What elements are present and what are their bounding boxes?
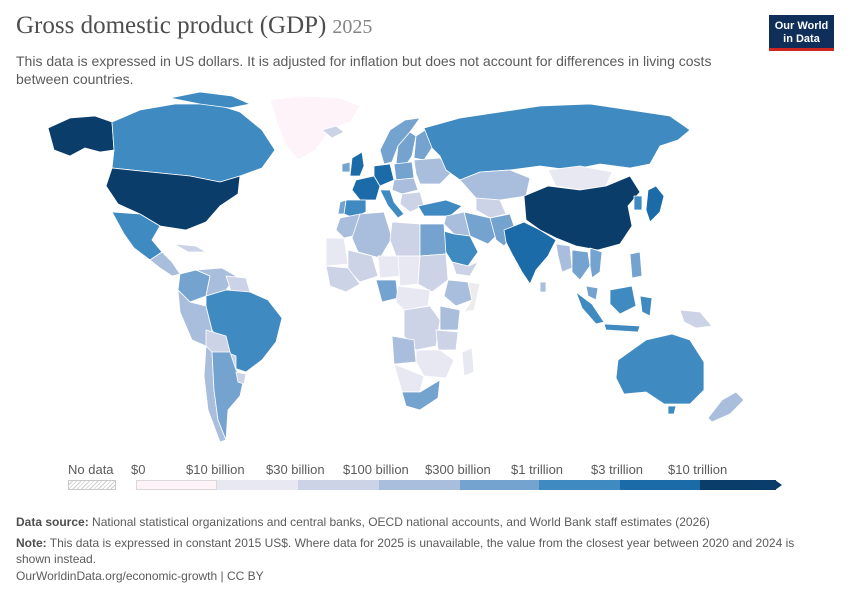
- country-cuba[interactable]: [173, 243, 207, 253]
- country-central-asia[interactable]: [475, 197, 507, 219]
- country-central-europe[interactable]: [391, 177, 419, 195]
- country-yemen[interactable]: [451, 261, 479, 277]
- country-thailand[interactable]: [571, 249, 591, 281]
- legend-swatch-4[interactable]: [460, 480, 539, 490]
- chart-title: Gross domestic product (GDP): [16, 12, 327, 39]
- country-united-kingdom[interactable]: [349, 151, 365, 177]
- legend-label-2: $30 billion: [266, 462, 325, 477]
- country-india[interactable]: [503, 221, 557, 285]
- legend-swatch-1[interactable]: [217, 480, 298, 490]
- country-poland[interactable]: [393, 161, 415, 181]
- owid-logo[interactable]: Our World in Data: [769, 15, 834, 51]
- legend-label-0: $0: [131, 462, 146, 477]
- legend-label-1: $10 billion: [186, 462, 245, 477]
- country-iceland[interactable]: [321, 125, 345, 139]
- legend-label-6: $3 trillion: [591, 462, 644, 477]
- country-japan[interactable]: [645, 185, 665, 223]
- country-west-sahara-mauritania[interactable]: [325, 237, 349, 267]
- country-sri-lanka[interactable]: [539, 281, 547, 293]
- country-turkey[interactable]: [417, 199, 463, 217]
- legend-no-data-label: No data: [68, 462, 114, 477]
- country-egypt[interactable]: [419, 223, 447, 257]
- country-vietnam[interactable]: [589, 247, 603, 279]
- legend-no-data-swatch[interactable]: [68, 480, 116, 490]
- country-kenya[interactable]: [439, 305, 461, 331]
- country-tanzania[interactable]: [435, 329, 459, 351]
- country-balkans[interactable]: [399, 191, 425, 213]
- country-alaska[interactable]: [47, 115, 115, 157]
- country-greenland[interactable]: [269, 95, 361, 161]
- note-label: Note:: [16, 536, 47, 550]
- country-tasmania[interactable]: [667, 405, 677, 415]
- chart-year[interactable]: 2025: [332, 16, 373, 38]
- country-indonesia-borneo[interactable]: [609, 285, 637, 315]
- note-text: This data is expressed in constant 2015 …: [16, 536, 795, 566]
- country-algeria[interactable]: [351, 211, 393, 259]
- chart-title-row: Gross domestic product (GDP) 2025: [16, 12, 372, 40]
- country-zambia-mozambique[interactable]: [415, 349, 455, 379]
- logo-line-1: Our World: [774, 20, 829, 32]
- country-niger[interactable]: [377, 255, 401, 279]
- legend-label-4: $300 billion: [425, 462, 491, 477]
- country-madagascar[interactable]: [461, 347, 475, 377]
- country-portugal[interactable]: [337, 199, 347, 215]
- country-new-zealand[interactable]: [707, 391, 745, 423]
- country-united-states[interactable]: [105, 167, 241, 231]
- data-source-label: Data source:: [16, 515, 89, 529]
- country-ukraine[interactable]: [413, 157, 453, 185]
- country-australia[interactable]: [615, 333, 705, 405]
- country-china[interactable]: [523, 175, 641, 251]
- chart-subtitle: This data is expressed in US dollars. It…: [16, 53, 712, 87]
- legend-label-7: $10 trillion: [668, 462, 728, 477]
- country-myanmar[interactable]: [555, 243, 573, 273]
- world-map: [47, 91, 745, 443]
- legend-label-3: $100 billion: [343, 462, 409, 477]
- country-angola[interactable]: [391, 335, 417, 365]
- country-papua-new-guinea[interactable]: [679, 309, 713, 329]
- country-ireland[interactable]: [341, 161, 351, 173]
- country-somalia[interactable]: [463, 281, 481, 313]
- logo-line-2: in Data: [783, 33, 820, 45]
- legend-swatch-6[interactable]: [620, 480, 700, 490]
- country-west-africa[interactable]: [325, 265, 361, 293]
- country-uruguay[interactable]: [235, 371, 247, 385]
- map-legend: No data $0 $10 billion $30 billion $100 …: [0, 460, 850, 500]
- country-russia[interactable]: [423, 103, 691, 181]
- legend-swatch-5[interactable]: [539, 480, 620, 490]
- legend-swatch-7[interactable]: [700, 480, 776, 490]
- country-indonesia-java[interactable]: [603, 323, 641, 333]
- country-italy[interactable]: [379, 189, 405, 219]
- country-canada-islands[interactable]: [169, 91, 251, 109]
- country-indonesia-east[interactable]: [639, 295, 653, 317]
- country-chad[interactable]: [397, 255, 421, 287]
- data-note: Note: This data is expressed in constant…: [16, 535, 816, 567]
- country-south-africa[interactable]: [401, 379, 441, 411]
- data-source: Data source: National statistical organi…: [16, 514, 816, 530]
- legend-arrow-icon: [775, 480, 782, 490]
- legend-swatch-2[interactable]: [298, 480, 379, 490]
- country-libya[interactable]: [389, 221, 421, 257]
- country-nigeria[interactable]: [375, 279, 399, 303]
- country-mali[interactable]: [347, 249, 379, 283]
- country-philippines[interactable]: [629, 251, 643, 279]
- country-south-korea[interactable]: [633, 195, 643, 211]
- country-malaysia[interactable]: [585, 285, 599, 301]
- country-sudan[interactable]: [417, 253, 449, 293]
- country-indonesia-sumatra[interactable]: [575, 291, 605, 325]
- country-dr-congo[interactable]: [403, 305, 441, 351]
- footer-link[interactable]: OurWorldinData.org/economic-growth | CC …: [16, 569, 264, 583]
- legend-swatch-3[interactable]: [379, 480, 460, 490]
- country-germany[interactable]: [373, 163, 395, 187]
- legend-swatch-0[interactable]: [136, 480, 217, 490]
- data-source-text[interactable]: National statistical organizations and c…: [92, 515, 710, 529]
- legend-label-5: $1 trillion: [511, 462, 564, 477]
- country-brazil[interactable]: [205, 289, 283, 373]
- country-ethiopia[interactable]: [443, 279, 473, 307]
